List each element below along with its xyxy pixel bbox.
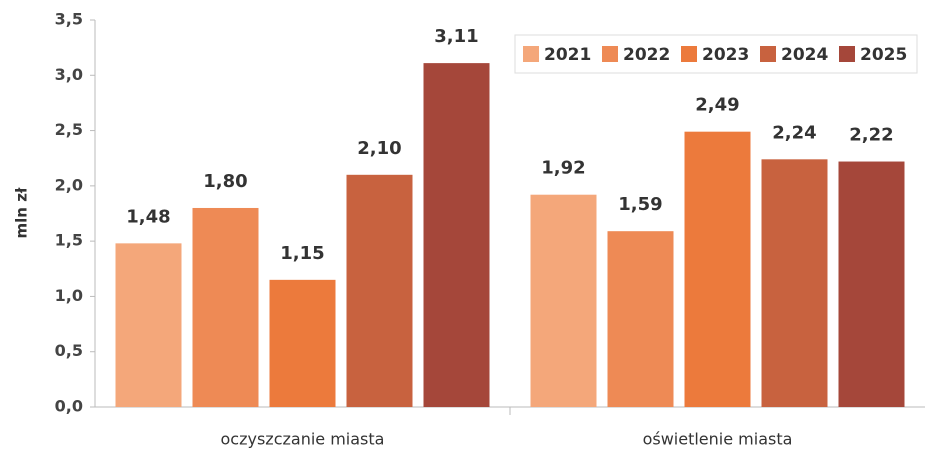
bar <box>607 231 674 407</box>
legend-swatch <box>760 46 776 62</box>
value-label: 2,10 <box>357 138 401 159</box>
value-label: 1,48 <box>126 206 170 227</box>
y-axis-label: mln zł <box>13 187 31 238</box>
value-label: 1,80 <box>203 171 247 192</box>
legend-swatch <box>681 46 697 62</box>
y-tick-label: 1,0 <box>55 286 83 305</box>
legend-label: 2023 <box>702 45 749 65</box>
bar <box>115 243 182 407</box>
value-label: 1,92 <box>541 158 585 179</box>
bar <box>761 159 828 407</box>
value-label: 3,11 <box>434 26 478 47</box>
y-tick-label: 2,5 <box>55 120 83 139</box>
value-label: 2,24 <box>772 122 816 143</box>
bar <box>346 174 413 407</box>
bar <box>423 63 490 407</box>
value-label: 1,15 <box>280 243 324 264</box>
x-tick-label: oświetlenie miasta <box>643 430 793 449</box>
bar <box>269 279 336 407</box>
legend-swatch <box>523 46 539 62</box>
y-tick-label: 0,5 <box>55 341 83 360</box>
value-label: 2,49 <box>695 95 739 116</box>
bar <box>530 194 597 407</box>
y-tick-label: 3,5 <box>55 10 83 29</box>
y-tick-label: 0,0 <box>55 397 83 416</box>
legend-label: 2024 <box>781 45 828 65</box>
legend-swatch <box>602 46 618 62</box>
value-label: 2,22 <box>849 125 893 146</box>
legend-label: 2021 <box>544 45 591 65</box>
legend-swatch <box>839 46 855 62</box>
y-tick-label: 1,5 <box>55 231 83 250</box>
legend-label: 2025 <box>860 45 907 65</box>
y-tick-label: 3,0 <box>55 65 83 84</box>
bar <box>192 207 259 407</box>
x-tick-label: oczyszczanie miasta <box>221 430 385 449</box>
bar <box>838 161 905 407</box>
legend-label: 2022 <box>623 45 670 65</box>
y-tick-label: 2,0 <box>55 175 83 194</box>
bar <box>684 131 751 408</box>
value-label: 1,59 <box>618 194 662 215</box>
